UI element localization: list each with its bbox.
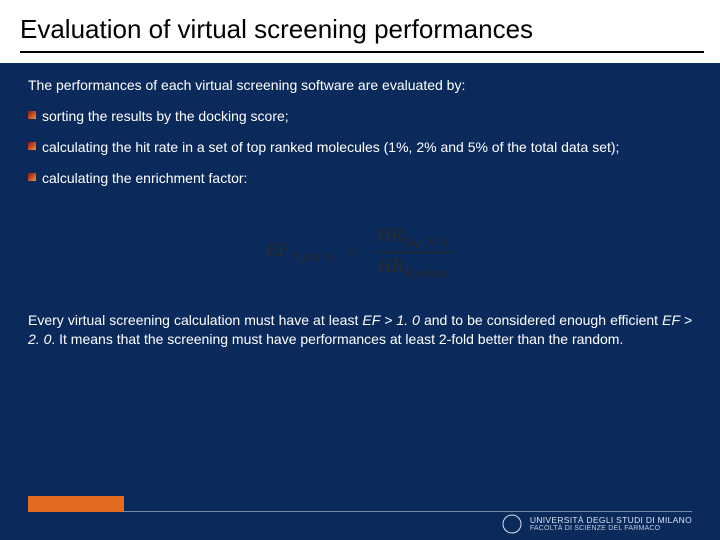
bullet-icon bbox=[28, 173, 36, 181]
logo-text: UNIVERSITÀ DEGLI STUDI DI MILANO FACOLTÀ… bbox=[530, 516, 692, 532]
footer-line bbox=[28, 511, 692, 512]
bullet-text: sorting the results by the docking score… bbox=[42, 107, 289, 126]
formula-den-var: HR bbox=[377, 255, 404, 277]
formula-num-sub: Top.N % bbox=[403, 234, 448, 249]
outro-p1: Every virtual screening calculation must… bbox=[28, 312, 362, 328]
university-logo-icon bbox=[502, 514, 522, 534]
formula-num-var: HR bbox=[377, 224, 404, 246]
list-item: sorting the results by the docking score… bbox=[28, 107, 692, 126]
formula-lhs-var: EF bbox=[266, 239, 290, 261]
logo-block: UNIVERSITÀ DEGLI STUDI DI MILANO FACOLTÀ… bbox=[502, 514, 692, 534]
bullet-text: calculating the hit rate in a set of top… bbox=[42, 138, 619, 157]
bullet-text: calculating the enrichment factor: bbox=[42, 169, 247, 188]
intro-text: The performances of each virtual screeni… bbox=[28, 77, 692, 93]
title-rule bbox=[20, 51, 704, 53]
formula-fraction: HRTop.N % HRRandom bbox=[371, 224, 455, 281]
footer: UNIVERSITÀ DEGLI STUDI DI MILANO FACOLTÀ… bbox=[0, 496, 720, 540]
outro-text: Every virtual screening calculation must… bbox=[28, 311, 692, 349]
content-area: The performances of each virtual screeni… bbox=[0, 63, 720, 348]
formula-lhs-sub: Top.N % bbox=[290, 249, 335, 264]
list-item: calculating the hit rate in a set of top… bbox=[28, 138, 692, 157]
logo-line1: UNIVERSITÀ DEGLI STUDI DI MILANO bbox=[530, 516, 692, 525]
footer-accent bbox=[28, 496, 124, 512]
formula-denominator: HRRandom bbox=[371, 253, 455, 281]
bullet-icon bbox=[28, 142, 36, 150]
outro-p2: and to be considered enough efficient bbox=[420, 312, 662, 328]
formula-eq: = bbox=[340, 241, 366, 264]
formula-lhs: EFTop.N % bbox=[266, 239, 335, 265]
formula-den-sub: Random bbox=[404, 265, 447, 280]
formula: EFTop.N % = HRTop.N % HRRandom bbox=[28, 200, 692, 311]
title-area: Evaluation of virtual screening performa… bbox=[0, 0, 720, 63]
outro-ef1: EF > 1. 0 bbox=[362, 312, 419, 328]
bullet-icon bbox=[28, 111, 36, 119]
outro-p3: . It means that the screening must have … bbox=[51, 331, 623, 347]
formula-numerator: HRTop.N % bbox=[371, 224, 455, 253]
logo-line2: FACOLTÀ DI SCIENZE DEL FARMACO bbox=[530, 525, 692, 532]
page-title: Evaluation of virtual screening performa… bbox=[20, 14, 700, 45]
list-item: calculating the enrichment factor: bbox=[28, 169, 692, 188]
